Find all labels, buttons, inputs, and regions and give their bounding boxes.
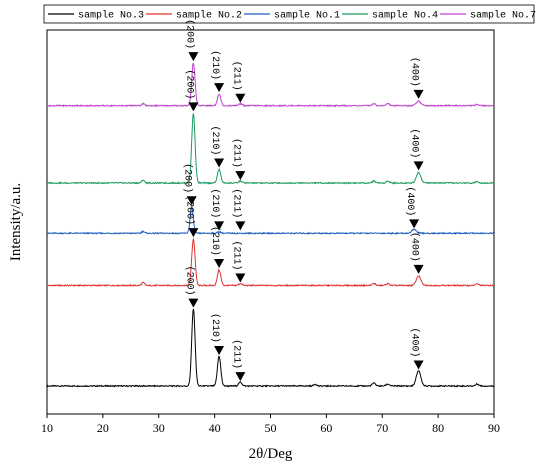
peak-label: (200) [183, 69, 195, 99]
x-tick-label: 30 [153, 421, 165, 435]
peak-label: (400) [409, 57, 421, 87]
peak-label: (200) [182, 163, 194, 193]
peak-marker-icon [409, 219, 420, 229]
x-tick-label: 70 [376, 421, 388, 435]
series-layer [46, 63, 495, 388]
peak-marker-icon [214, 221, 225, 231]
peak-label: (200) [183, 19, 195, 49]
peak-annotations: (200) (210) (211) (400) (200) (210) (211) (400)… [182, 19, 424, 382]
peak-label: (210) [209, 313, 221, 343]
peak-marker-icon [214, 158, 225, 168]
peak-label: (400) [409, 128, 421, 158]
peak-marker-icon [235, 171, 246, 181]
series-line [46, 206, 495, 235]
peak-label: (210) [209, 188, 221, 218]
peak-marker-icon [413, 360, 424, 370]
peak-label: (200) [183, 266, 195, 296]
plot-frame [46, 29, 495, 415]
x-tick-label: 20 [97, 421, 109, 435]
peak-marker-icon [413, 161, 424, 171]
peak-label: (211) [230, 61, 242, 91]
peak-marker-icon [214, 346, 225, 356]
peak-marker-icon [214, 259, 225, 269]
legend-box [43, 4, 535, 24]
x-tick-label: 10 [41, 421, 53, 435]
peak-label: (400) [409, 232, 421, 262]
peak-marker-icon [235, 221, 246, 231]
peak-label: (210) [209, 125, 221, 155]
x-tick-label: 50 [265, 421, 277, 435]
x-tick-label: 90 [488, 421, 500, 435]
peak-label: (211) [230, 188, 242, 218]
peak-label: (211) [230, 138, 242, 168]
x-tick-label: 40 [209, 421, 221, 435]
legend-entry-label: sample No.2 [176, 10, 242, 22]
peak-marker-icon [413, 264, 424, 274]
x-tick-label: 80 [432, 421, 444, 435]
series-line [46, 113, 495, 185]
x-axis-ticks: 10 20 30 40 50 60 70 80 90 [41, 414, 500, 435]
peak-marker-icon [235, 273, 246, 283]
y-axis-label: Intensity/a.u. [8, 183, 24, 261]
legend: sample No.3 sample No.2 sample No.1 sample … [43, 4, 536, 24]
legend-entry-label: sample No.4 [372, 10, 438, 22]
peak-marker-icon [188, 298, 199, 308]
peak-label: (211) [230, 241, 242, 271]
legend-entry-label: sample No.7 [470, 10, 536, 22]
peak-marker-icon [413, 89, 424, 99]
peak-marker-icon [188, 52, 199, 62]
series-line [46, 63, 495, 108]
peak-label: (400) [404, 186, 416, 216]
peak-marker-icon [188, 228, 199, 238]
peak-label: (210) [209, 226, 221, 256]
peak-marker-icon [188, 102, 199, 112]
x-axis-label: 2θ/Deg [249, 446, 293, 462]
series-line [46, 308, 495, 388]
peak-label: (200) [183, 195, 195, 225]
peak-marker-icon [235, 93, 246, 103]
peak-label: (210) [209, 50, 221, 80]
peak-label: (211) [230, 339, 242, 369]
peak-marker-icon [214, 83, 225, 93]
legend-entry-label: sample No.1 [274, 10, 340, 22]
peak-marker-icon [186, 196, 197, 206]
peak-marker-icon [235, 372, 246, 382]
x-tick-label: 60 [320, 421, 332, 435]
series-line [46, 237, 495, 288]
legend-entry-label: sample No.3 [78, 10, 144, 22]
peak-label: (400) [409, 328, 421, 358]
